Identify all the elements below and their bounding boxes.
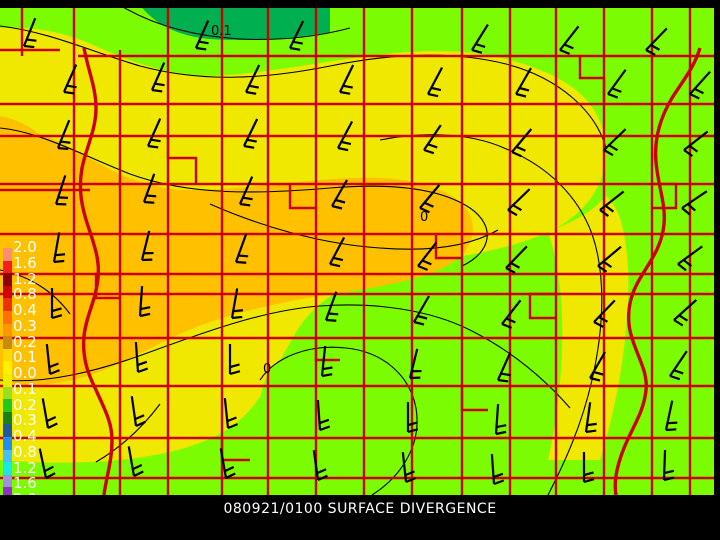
- colorbar-swatch-14: [3, 424, 12, 437]
- colorbar-label-5: 0.3: [13, 316, 37, 335]
- colorbar-label-9: 0.1: [13, 379, 37, 398]
- colorbar-swatch-5: [3, 310, 12, 324]
- colorbar-swatch-4: [3, 298, 12, 311]
- colorbar-swatch-11: [3, 386, 12, 400]
- missouri-river-west: [78, 47, 114, 495]
- colorbar-swatch-1: [3, 260, 12, 274]
- colorbar-label-12: 0.4: [13, 427, 37, 445]
- contour-label-zero-east: 0: [420, 210, 428, 225]
- colorbar-swatch-19: [3, 487, 12, 500]
- weather-map[interactable]: 0.1 0 0: [0, 8, 714, 495]
- colorbar-label-7: 0.1: [13, 348, 37, 367]
- colorbar-label-10: 0.2: [13, 395, 37, 414]
- colorbar-swatch-9: [3, 361, 12, 374]
- colorbar-swatch-12: [3, 399, 12, 412]
- colorbar-swatch-15: [3, 436, 12, 450]
- contour-south-pocket: [259, 346, 418, 495]
- fill-band-orange-nw: [0, 116, 48, 148]
- page-title: 080921/0100 SURFACE DIVERGENCE: [223, 501, 497, 517]
- contour-0p1-top: [123, 8, 351, 40]
- contour-label-0p1: 0.1: [211, 24, 232, 39]
- colorbar-label-14: 1.2: [13, 458, 37, 477]
- contour-center-arc: [209, 203, 499, 250]
- colorbar-swatch-17: [3, 462, 12, 475]
- colorbar-label-0: 2.0: [13, 238, 37, 256]
- colorbar-swatch-16: [3, 449, 12, 463]
- contour-lower-sweep: [0, 304, 571, 409]
- colorbar-label-2: 1.2: [13, 269, 37, 288]
- colorbar-swatch-3: [3, 285, 12, 299]
- colorbar-label-15: 1.6: [13, 474, 37, 493]
- colorbar-swatch-10: [3, 373, 12, 387]
- colorbar-label-11: 0.3: [13, 411, 37, 430]
- colorbar-swatch-7: [3, 336, 12, 349]
- colorbar-swatch-strip: [3, 248, 12, 500]
- colorbar-swatch-6: [3, 323, 12, 337]
- colorbar-label-3: 0.8: [13, 285, 37, 304]
- county-boundaries: [0, 8, 714, 495]
- title-bar: 080921/0100 SURFACE DIVERGENCE: [0, 495, 720, 540]
- colorbar-label-13: 0.8: [13, 442, 37, 461]
- colorbar-swatch-13: [3, 411, 12, 425]
- colorbar-swatch-8: [3, 348, 12, 362]
- colorbar-tick-labels: 2.0 1.6 1.2 0.8 0.4 0.3 0.2 0.1 0.0 0.1 0.2 0.3 0.4 0…: [13, 240, 57, 507]
- colorbar-label-8: 0.0: [13, 364, 37, 382]
- fill-band-orange: [0, 129, 474, 385]
- contour-zero-north: [0, 25, 607, 149]
- fill-band-green-south: [257, 346, 416, 488]
- colorbar-swatch-0: [3, 248, 12, 261]
- colorbar-swatch-18: [3, 474, 12, 488]
- contour-label-zero-south: 0: [263, 362, 271, 377]
- colorbar-swatch-2: [3, 273, 12, 286]
- divergence-colorbar[interactable]: 2.0 1.6 1.2 0.8 0.4 0.3 0.2 0.1 0.0 0.1 0.2 0.3 0.4 0…: [0, 240, 57, 507]
- colorbar-label-4: 0.4: [13, 301, 37, 319]
- map-canvas[interactable]: 0.1 0 0: [0, 8, 714, 495]
- colorbar-label-6: 0.2: [13, 332, 37, 351]
- missouri-river-east: [613, 47, 702, 495]
- colorbar-label-1: 1.6: [13, 253, 37, 272]
- fill-band-yellow-east: [548, 196, 629, 460]
- contour-west-2: [95, 403, 161, 463]
